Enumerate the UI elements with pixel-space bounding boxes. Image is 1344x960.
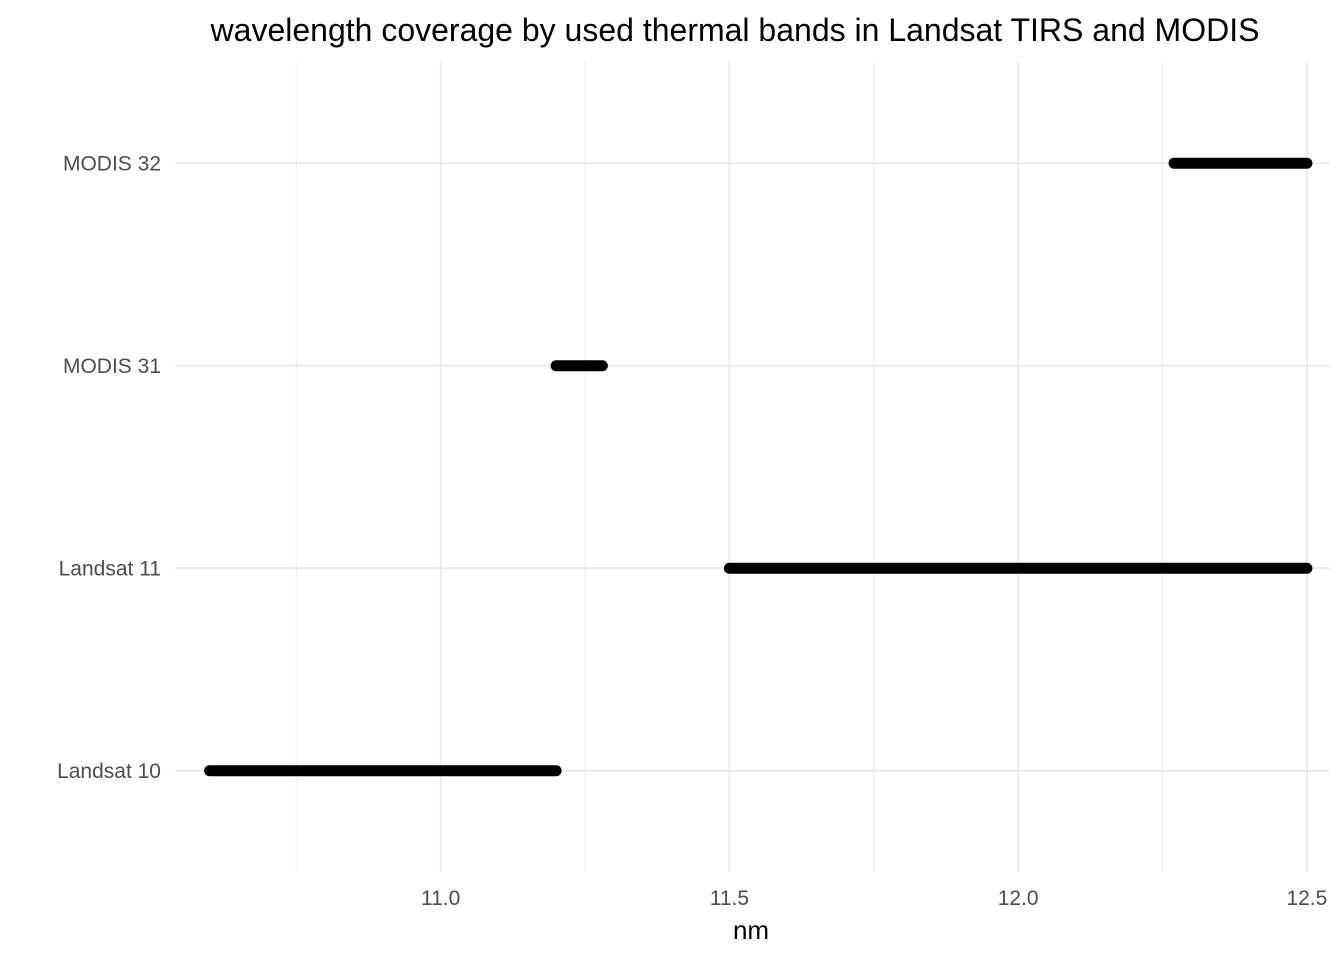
grid-layer	[175, 62, 1330, 872]
y-tick-label: MODIS 32	[63, 152, 161, 175]
x-tick-label: 12.0	[998, 887, 1039, 910]
x-axis-title: nm	[733, 915, 769, 945]
x-tick-label: 11.0	[421, 887, 460, 910]
y-tick-labels: Landsat 10 Landsat 11 MODIS 31 MODIS 32	[57, 152, 161, 783]
x-tick-label: 11.5	[710, 887, 749, 910]
y-tick-label: MODIS 31	[63, 355, 161, 378]
y-tick-label: Landsat 10	[57, 760, 161, 783]
chart-title: wavelength coverage by used thermal band…	[210, 12, 1260, 48]
segment-layer	[204, 157, 1313, 777]
y-tick-label: Landsat 11	[59, 557, 161, 580]
x-tick-labels: 11.0 11.5 12.0 12.5	[421, 887, 1327, 910]
x-tick-label: 12.5	[1286, 887, 1327, 910]
